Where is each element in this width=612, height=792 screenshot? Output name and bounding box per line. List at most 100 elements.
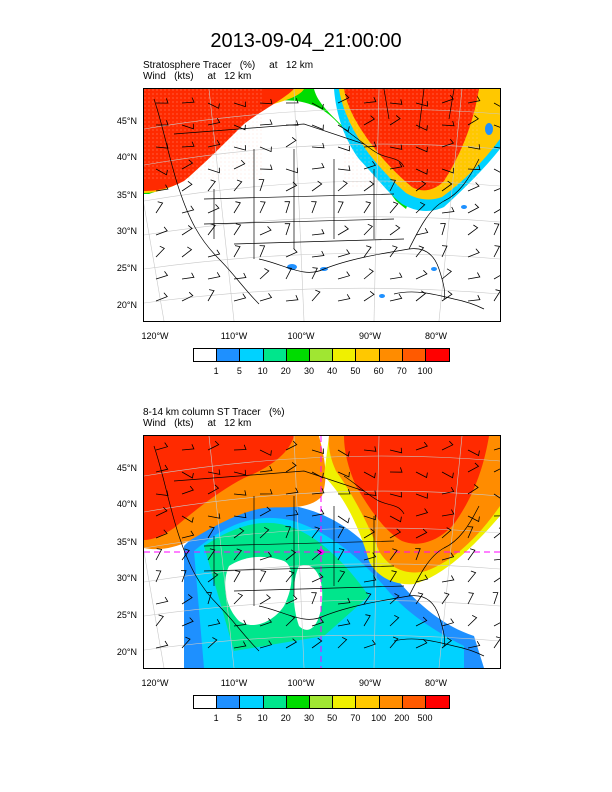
wind-barb [363,268,374,280]
column-tracer-white-gap [144,566,180,668]
panel2-lat-label: 40°N [116,499,137,509]
wind-barb [492,592,499,605]
wind-barb [389,99,403,105]
wind-barb [389,636,399,649]
wind-barb [415,146,428,153]
wind-barb [415,528,428,539]
wind-barb [233,179,243,192]
wind-barb [233,512,247,519]
wind-barb [285,526,291,539]
wind-barb [259,119,273,126]
panel2-lat-label: 35°N [116,537,137,547]
wind-barb [233,592,244,605]
wind-barb [363,141,377,148]
colorbar-swatch [402,696,426,708]
wind-barb [259,245,266,258]
wind-barb [181,515,194,523]
colorbar-swatch [356,696,380,708]
wind-barb [389,224,401,236]
wind-barb [493,289,500,302]
wind-barb [441,471,454,479]
colorbar-label: 20 [280,713,291,723]
wind-barb [493,223,500,236]
wind-barb [415,270,428,280]
wind-barb [389,179,397,192]
wind-barb [233,272,247,280]
wind-barb [284,201,291,214]
wind-barb [311,267,318,280]
wind-barb [493,636,500,649]
wind-barb [155,490,169,496]
panel1-lon-label: 90°W [358,331,382,341]
wind-barb [155,640,169,649]
wind-barb [441,120,455,127]
panel1-lat-label: 40°N [116,152,137,162]
wind-barb [415,180,427,192]
wind-barb [155,271,169,280]
wind-barb [311,289,321,302]
wind-barb [337,124,350,132]
wind-barb [337,271,351,280]
wind-barb [181,225,193,236]
panel2-lat-label: 30°N [116,573,137,583]
colorbar-swatch [286,349,310,361]
column-tracer-white-gap [225,556,292,626]
wind-barb [389,515,402,523]
wind-barb [181,444,195,451]
graticule [144,89,500,321]
wind-barb [415,508,429,517]
colorbar-label: 200 [394,713,410,723]
wind-barb [207,139,221,148]
wind-barb [311,142,325,149]
wind-barb [311,526,321,539]
wind-barb [285,509,299,517]
wind-barb [233,527,245,539]
colorbar-label: 20 [280,366,291,376]
wind-barb [441,290,453,302]
colorbar-label: 30 [303,713,314,723]
panel2-colorbar [193,695,451,709]
wind-barb [441,575,455,583]
wind-barb [207,469,221,475]
wind-barb [441,637,453,649]
panel2-header: 8-14 km column ST Tracer (%) Wind (kts) … [143,407,285,429]
wind-barb [181,548,190,561]
tracer-east-stipple [344,89,479,189]
wind-barb [181,471,194,479]
panel1-map [143,88,501,322]
wind-barb [467,164,481,171]
wind-barb [233,159,246,170]
panel2-lon-label: 80°W [424,678,448,688]
wind-barb [467,295,481,302]
wind-barb [181,123,194,130]
panel1-lon-label: 100°W [287,331,315,341]
wind-barb [285,487,299,495]
wind-barb [285,594,298,605]
wind-barb [259,226,272,236]
wind-barb [337,636,348,649]
wind-barb [493,168,500,173]
wind-barb [389,615,400,627]
wind-barb [337,570,346,583]
wind-barb [311,637,323,649]
wind-barb [155,245,165,258]
wind-barb [207,167,220,174]
wind-barb [363,528,376,539]
wind-barb [441,486,455,495]
colorbar-label: 70 [396,366,407,376]
wind-barb [285,98,299,104]
page-title: 2013-09-04_21:00:00 [210,30,402,52]
wind-barb [441,94,454,104]
panel1-colorbar [193,348,451,362]
wind-barb [441,167,454,174]
wind-barb [337,93,350,104]
wind-barb [233,245,241,258]
wind-barb [284,223,291,236]
wind-barb [493,493,500,499]
tracer-speck [431,267,437,271]
colorbar-swatch [263,349,287,361]
colorbar-swatch [379,696,403,708]
wind-barb [467,96,481,104]
wind-barb [441,440,454,451]
wind-barb [181,636,191,649]
